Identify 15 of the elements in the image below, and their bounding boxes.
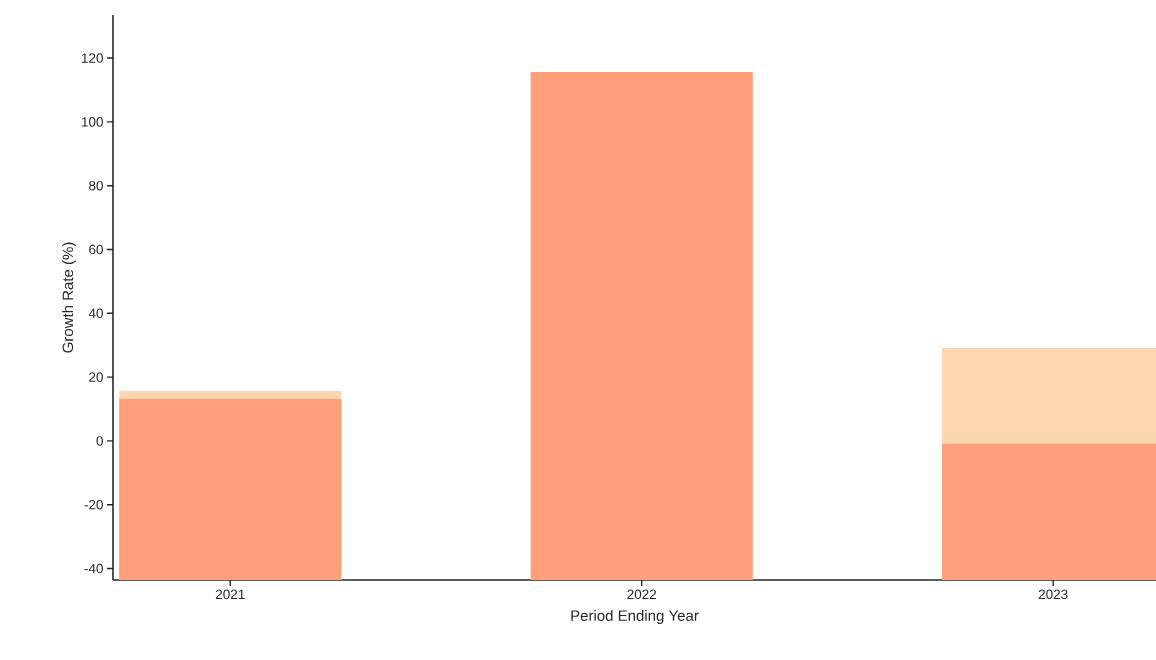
y-tick-label: 120 — [81, 53, 103, 63]
y-tick-label: 40 — [88, 308, 103, 319]
y-axis-title: Growth Rate (%) — [62, 242, 77, 353]
x-tick-label: 2022 — [627, 589, 657, 600]
y-tick-label: 60 — [89, 244, 103, 255]
y-tick-label: -40 — [84, 563, 103, 574]
y-tick-label: -20 — [84, 499, 103, 510]
x-axis-title: Period Ending Year — [571, 609, 699, 624]
y-tick-label: 100 — [81, 117, 103, 127]
y-tick-label: 20 — [89, 372, 103, 382]
y-tick-label: 80 — [89, 180, 103, 191]
x-tick-label: 2023 — [1038, 589, 1068, 600]
x-tick-label: 2021 — [215, 589, 245, 600]
y-tick-label: 0 — [96, 436, 103, 446]
bar — [530, 72, 753, 580]
